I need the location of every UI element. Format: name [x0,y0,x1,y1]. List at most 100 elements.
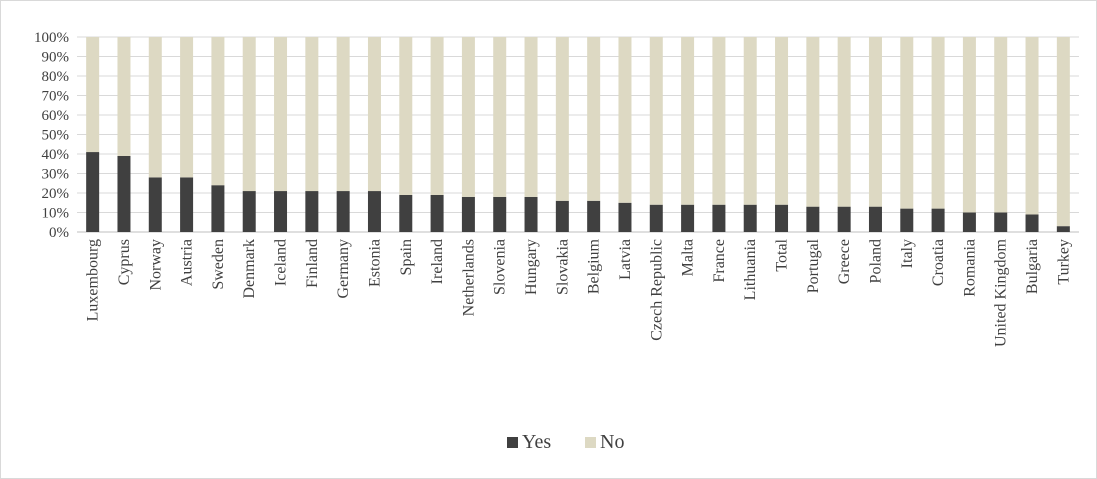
bar-no [649,37,663,205]
x-tick-label: France [711,239,728,283]
bar-no [117,37,131,156]
bar-yes [962,212,976,232]
x-tick-label: Netherlands [460,239,477,316]
y-tick-label: 80% [42,69,70,85]
bar-yes [618,202,632,232]
bar-yes [555,200,569,232]
x-tick-label: Italy [899,239,916,268]
bar-no [524,37,538,197]
bar-no [555,37,569,201]
bar-no [242,37,256,192]
bar-no [493,37,507,197]
x-tick-label: Luxembourg [85,239,102,321]
x-tick-label: Malta [680,239,697,276]
bar-yes [587,200,601,232]
x-tick-label: Estonia [366,239,383,287]
y-tick-label: 40% [42,147,70,163]
bar-no [712,37,726,205]
bar-yes [868,206,882,232]
legend-swatch-no [585,437,596,448]
bar-yes [148,177,162,232]
x-tick-label: Poland [867,239,884,283]
x-tick-label: Sweden [210,239,227,290]
y-axis: 0% 10% 20% 30% 40% 50% 60% 70% 80% 90% 100% [34,30,69,241]
bar-no [587,37,601,201]
bar-no [618,37,632,203]
bar-yes [900,208,914,232]
bar-yes [430,194,444,232]
x-tick-label: Lithuania [742,239,759,300]
bar-no [900,37,914,209]
bar-yes [806,206,820,232]
x-tick-label: Portugal [805,238,822,293]
x-tick-label: Total [774,238,791,271]
x-tick-label: Ireland [429,239,446,284]
bar-no [962,37,976,213]
bar-no [305,37,319,192]
bar-yes [743,204,757,232]
x-tick-label: Latvia [617,239,634,280]
x-tick-label: Greece [836,239,853,284]
x-tick-label: Slovakia [554,239,571,295]
x-tick-label: Cyprus [116,239,133,285]
x-tick-label: Finland [304,239,321,288]
bar-yes [242,191,256,232]
x-axis: Luxembourg Cyprus Norway Austria Sweden Denma… [85,238,1073,347]
bar-yes [274,191,288,232]
bar-no [211,37,225,186]
y-tick-label: 10% [42,206,70,222]
x-tick-label: Iceland [273,239,290,286]
gridlines [77,36,1079,233]
bar-yes [399,194,413,232]
bar-yes [837,206,851,232]
x-tick-label: Slovenia [492,239,509,295]
bar-no [148,37,162,178]
bar-yes [180,177,194,232]
legend-label-yes: Yes [522,431,551,453]
bar-yes [931,208,945,232]
x-tick-label: United Kingdom [993,238,1010,347]
bar-no [994,37,1008,213]
x-tick-label: Austria [179,239,196,286]
x-tick-label: Croatia [930,239,947,286]
bars [86,37,1070,232]
bar-yes [117,155,131,232]
x-tick-label: Spain [398,239,415,275]
bar-yes [461,196,475,232]
bar-no [336,37,350,192]
x-tick-label: Turkey [1055,239,1072,285]
y-tick-label: 60% [42,108,70,124]
x-tick-label: Czech Republic [648,239,665,341]
bar-yes [336,191,350,232]
bar-no [806,37,820,207]
y-tick-label: 20% [42,186,70,202]
legend-swatch-yes [507,437,518,448]
legend-label-no: No [600,431,624,453]
bar-yes [1056,226,1070,232]
bar-no [1025,37,1039,215]
x-tick-label: Hungary [523,239,540,295]
bar-yes [994,212,1008,232]
bar-yes [681,204,695,232]
bar-no [931,37,945,209]
bar-no [86,37,100,153]
bar-yes [367,191,381,232]
bar-no [775,37,789,205]
x-tick-label: Germany [335,239,352,299]
bar-yes [1025,214,1039,232]
bar-no [681,37,695,205]
x-tick-label: Denmark [241,239,258,299]
bar-yes [712,204,726,232]
bar-no [837,37,851,207]
bar-no [180,37,194,178]
y-tick-label: 70% [42,89,70,105]
y-tick-label: 90% [42,50,70,66]
x-tick-label: Romania [961,239,978,297]
bar-yes [524,196,538,232]
y-tick-label: 30% [42,167,70,183]
y-tick-label: 100% [34,30,69,46]
legend: Yes No [507,431,624,453]
bar-no [868,37,882,207]
